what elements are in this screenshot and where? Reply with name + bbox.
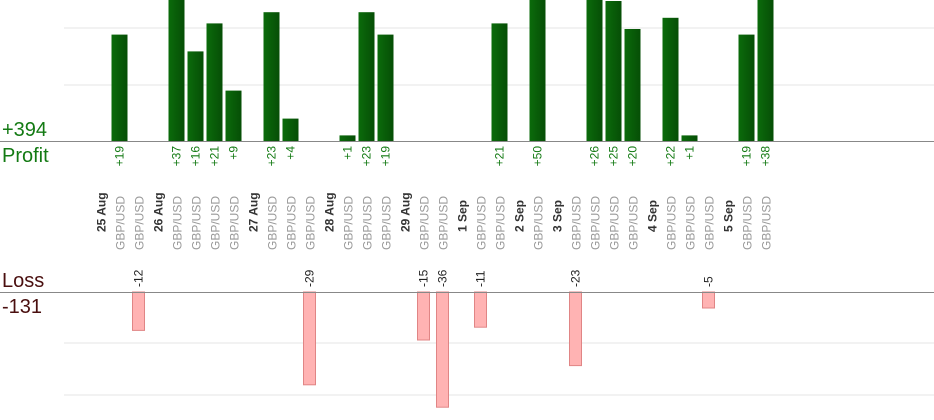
date-label: 25 Aug (95, 192, 109, 232)
trade-pair-label: GBP/USD (228, 196, 242, 250)
date-label: 4 Sep (646, 200, 660, 232)
profit-value-label: +21 (493, 146, 507, 167)
trade-pair-label: GBP/USD (703, 196, 717, 250)
chart-labels: 25 Aug GBP/USD +19 GBP/USD -12 26 Aug GBP/USD +… (95, 146, 774, 287)
profit-value-label: +38 (759, 146, 773, 167)
trade-pair-label: GBP/USD (190, 196, 204, 250)
date-label: 1 Sep (456, 200, 470, 232)
loss-value-label: -23 (569, 269, 583, 287)
trade-pair-label: GBP/USD (570, 196, 584, 250)
loss-bar (702, 291, 715, 309)
profit-value-label: +19 (379, 146, 393, 167)
profit-value-label: +23 (360, 146, 374, 167)
date-label: 2 Sep (513, 200, 527, 232)
profit-bar (605, 1, 622, 141)
date-label: 3 Sep (551, 200, 565, 232)
profit-value-label: +26 (588, 146, 602, 167)
loss-value-label: -12 (132, 269, 146, 287)
profit-bar (111, 34, 128, 141)
loss-value-label: -5 (702, 276, 716, 287)
profit-label: Profit (2, 145, 49, 167)
trade-pair-label: GBP/USD (380, 196, 394, 250)
date-label: 28 Aug (323, 192, 337, 232)
trade-pair-label: GBP/USD (684, 196, 698, 250)
profit-value-label: +19 (113, 146, 127, 167)
date-label: 26 Aug (152, 192, 166, 232)
trade-pair-label: GBP/USD (304, 196, 318, 250)
trade-pair-label: GBP/USD (342, 196, 356, 250)
profit-value-label: +23 (265, 146, 279, 167)
profit-value-label: +1 (341, 146, 355, 160)
loss-value-label: -15 (417, 269, 431, 287)
trade-pair-label: GBP/USD (418, 196, 432, 250)
loss-bar (303, 291, 316, 386)
profit-bar (662, 17, 679, 141)
trade-pair-label: GBP/USD (171, 196, 185, 250)
profit-bar (358, 12, 375, 142)
profit-value-label: +16 (189, 146, 203, 167)
loss-bar (436, 291, 449, 408)
date-label: 29 Aug (399, 192, 413, 232)
loss-value-label: -29 (303, 269, 317, 287)
trade-pair-label: GBP/USD (437, 196, 451, 250)
profit-bar (529, 0, 546, 141)
loss-value-label: -36 (436, 269, 450, 287)
profit-value-label: +37 (170, 146, 184, 167)
profit-total: +394 (2, 119, 48, 141)
profit-bar (377, 34, 394, 141)
trade-pair-label: GBP/USD (114, 196, 128, 250)
chart-axes (0, 141, 934, 293)
trade-pair-label: GBP/USD (209, 196, 223, 250)
profit-bar (738, 34, 755, 141)
loss-bar (132, 291, 145, 331)
profit-bar (225, 90, 242, 141)
profit-value-label: +22 (664, 146, 678, 167)
profit-value-label: +20 (626, 146, 640, 167)
trade-pair-label: GBP/USD (285, 196, 299, 250)
date-label: 27 Aug (247, 192, 261, 232)
loss-bar (417, 291, 430, 341)
trade-pair-label: GBP/USD (665, 196, 679, 250)
profit-bar (491, 23, 508, 141)
date-label: 5 Sep (722, 200, 736, 232)
trade-pair-label: GBP/USD (532, 196, 546, 250)
trade-pair-label: GBP/USD (475, 196, 489, 250)
profit-bar (187, 51, 204, 141)
trade-pair-label: GBP/USD (494, 196, 508, 250)
loss-value-label: -11 (474, 270, 488, 287)
trade-pair-label: GBP/USD (589, 196, 603, 250)
profit-value-label: +50 (531, 146, 545, 167)
profit-bar (757, 0, 774, 141)
loss-label: Loss (2, 270, 45, 292)
trade-pair-label: GBP/USD (741, 196, 755, 250)
profit-value-label: +25 (607, 146, 621, 167)
profit-bar (624, 29, 641, 141)
profit-bar (206, 23, 223, 141)
profit-value-label: +19 (740, 146, 754, 167)
trade-pair-label: GBP/USD (608, 196, 622, 250)
chart-bars (111, 0, 774, 408)
profit-value-label: +1 (683, 146, 697, 160)
profit-bar (339, 135, 356, 141)
trade-pair-label: GBP/USD (627, 196, 641, 250)
loss-bar (569, 291, 582, 367)
loss-bar (474, 291, 487, 328)
trade-pair-label: GBP/USD (760, 196, 774, 250)
trade-pair-label: GBP/USD (361, 196, 375, 250)
profit-bar (168, 0, 185, 141)
profit-bar (282, 118, 299, 141)
profit-value-label: +4 (284, 146, 298, 160)
profit-value-label: +21 (208, 146, 222, 167)
trade-pair-label: GBP/USD (133, 196, 147, 250)
profit-bar (681, 135, 698, 141)
profit-bar (586, 0, 603, 142)
profit-value-label: +9 (227, 146, 241, 160)
trade-pair-label: GBP/USD (266, 196, 280, 250)
profit-bar (263, 12, 280, 142)
loss-total: -131 (2, 296, 43, 318)
